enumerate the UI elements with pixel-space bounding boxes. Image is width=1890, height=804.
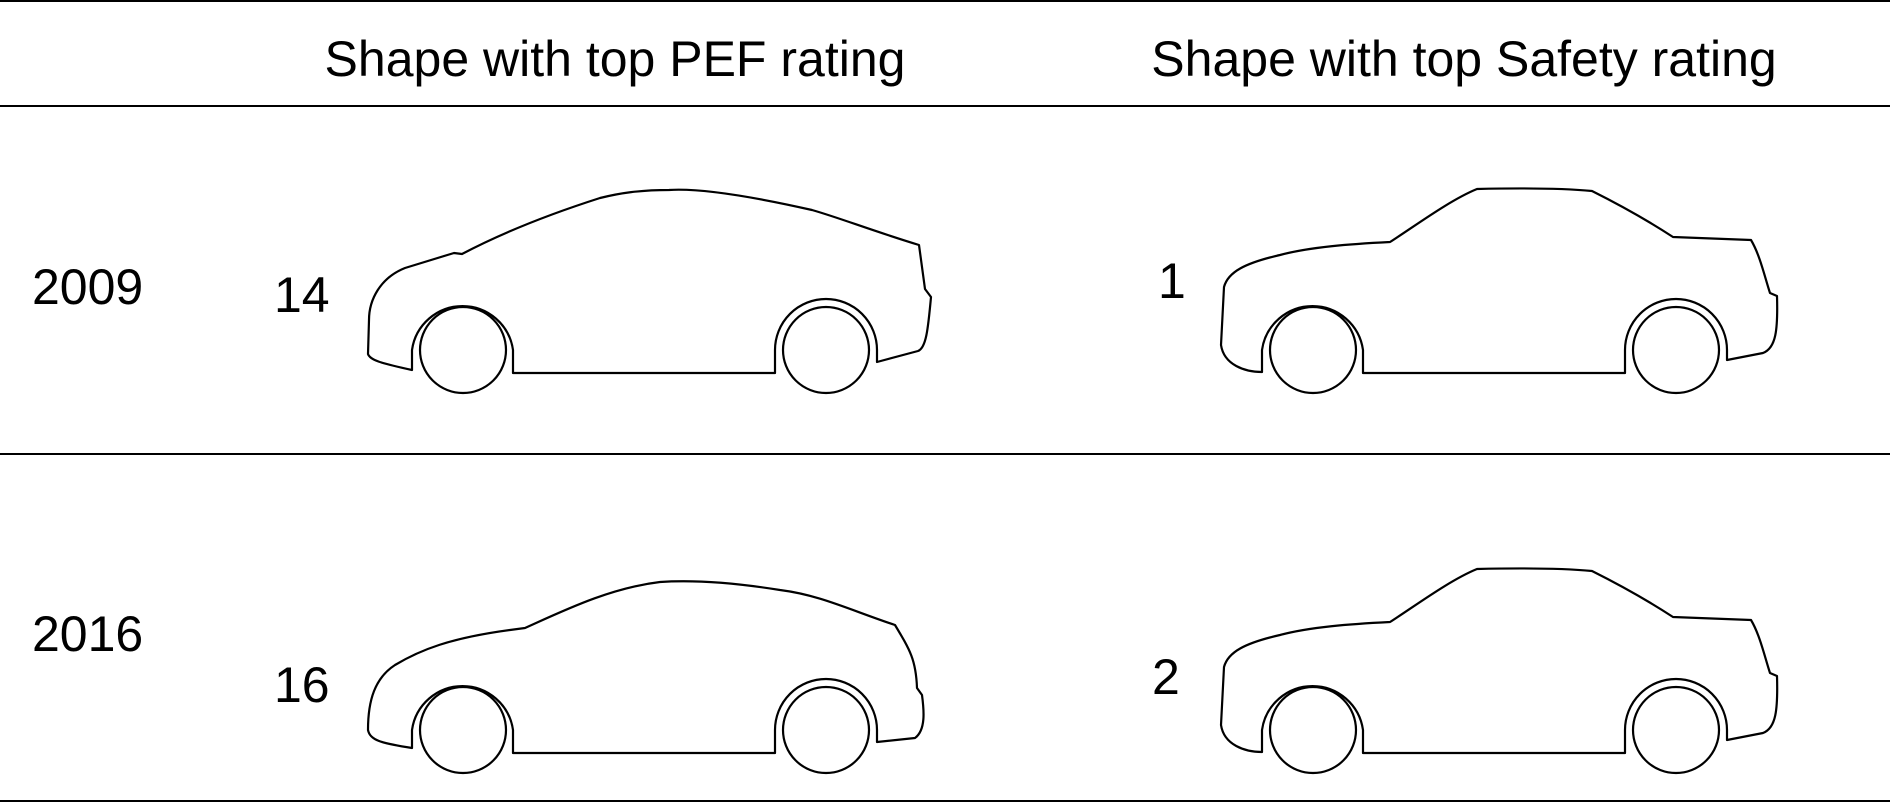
header-rule bbox=[0, 105, 1890, 107]
header-pef: Shape with top PEF rating bbox=[324, 31, 906, 87]
sedan-car-outline-icon bbox=[1219, 567, 1779, 775]
row-rule bbox=[0, 453, 1890, 455]
safety-number: 2 bbox=[1152, 649, 1180, 705]
row-year: 2009 bbox=[32, 259, 144, 315]
hatchback-car-outline-icon bbox=[366, 188, 933, 395]
pef-number: 14 bbox=[274, 267, 330, 323]
sedan-car-outline-icon bbox=[1219, 187, 1779, 395]
safety-number: 1 bbox=[1158, 253, 1186, 309]
row-year: 2016 bbox=[32, 606, 144, 662]
hatchback-car-outline-icon bbox=[366, 580, 925, 775]
pef-number: 16 bbox=[274, 657, 330, 713]
header-safety: Shape with top Safety rating bbox=[1151, 31, 1777, 87]
bottom-rule bbox=[0, 800, 1890, 802]
top-rule bbox=[0, 0, 1890, 2]
